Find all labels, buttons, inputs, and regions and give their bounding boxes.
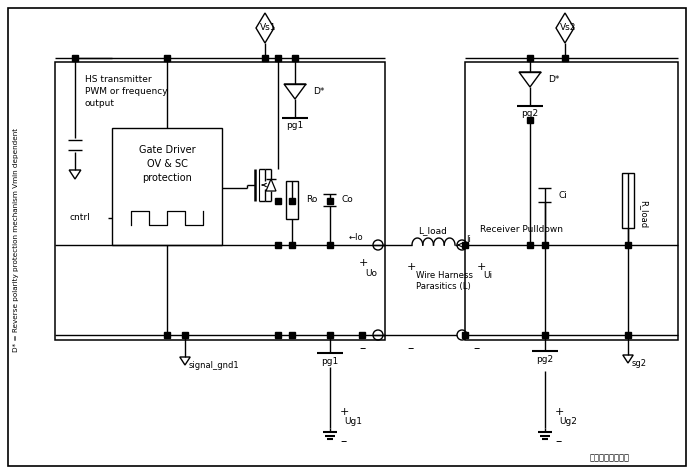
Text: 汽车电子硬件设计: 汽车电子硬件设计 bbox=[590, 454, 630, 463]
Text: ←Io: ←Io bbox=[348, 234, 364, 243]
Bar bbox=[622, 172, 634, 228]
Text: L_load: L_load bbox=[418, 227, 448, 236]
Text: pg2: pg2 bbox=[536, 354, 554, 363]
Text: Ii: Ii bbox=[466, 235, 471, 244]
Text: Ui: Ui bbox=[483, 270, 492, 279]
Text: Co: Co bbox=[342, 196, 354, 205]
Text: pg2: pg2 bbox=[521, 110, 539, 118]
Text: Ug2: Ug2 bbox=[559, 418, 577, 427]
Text: pg1: pg1 bbox=[321, 357, 339, 365]
Text: Gate Driver: Gate Driver bbox=[139, 145, 195, 155]
Bar bbox=[465, 62, 678, 340]
Text: +: + bbox=[358, 258, 368, 268]
Text: –: – bbox=[360, 342, 366, 355]
Bar bbox=[286, 181, 298, 219]
Text: sg2: sg2 bbox=[632, 359, 647, 368]
Text: pg1: pg1 bbox=[287, 122, 303, 131]
Text: –: – bbox=[407, 342, 413, 355]
Text: D* = Reverse polarity protection mechanism Vmin dependent: D* = Reverse polarity protection mechani… bbox=[13, 128, 19, 352]
Text: Ci: Ci bbox=[559, 190, 568, 200]
Text: –: – bbox=[340, 436, 346, 448]
Text: +: + bbox=[340, 407, 349, 417]
Text: Receiver Pulldown: Receiver Pulldown bbox=[480, 226, 563, 235]
Text: D*: D* bbox=[313, 87, 324, 96]
Text: Vs2: Vs2 bbox=[560, 23, 576, 32]
Text: HS transmitter: HS transmitter bbox=[85, 76, 151, 85]
Text: R_load: R_load bbox=[639, 200, 648, 228]
Text: protection: protection bbox=[142, 173, 192, 183]
Bar bbox=[112, 128, 222, 245]
Text: –: – bbox=[473, 342, 480, 355]
Text: D*: D* bbox=[548, 75, 559, 84]
Text: signal_gnd1: signal_gnd1 bbox=[189, 361, 239, 370]
Text: OV & SC: OV & SC bbox=[146, 159, 187, 169]
Bar bbox=[55, 62, 385, 340]
Text: cntrl: cntrl bbox=[69, 213, 90, 222]
Text: PWM or frequency: PWM or frequency bbox=[85, 87, 168, 96]
Text: Ro: Ro bbox=[306, 196, 317, 205]
Text: +: + bbox=[407, 262, 416, 272]
Text: Uo: Uo bbox=[365, 268, 377, 277]
Text: Vs1: Vs1 bbox=[260, 23, 276, 32]
Text: output: output bbox=[85, 99, 115, 108]
Text: –: – bbox=[555, 436, 561, 448]
Text: Ug1: Ug1 bbox=[344, 418, 362, 427]
Text: +: + bbox=[477, 262, 486, 272]
Text: Parasitics (L): Parasitics (L) bbox=[416, 283, 471, 292]
Text: Wire Harness: Wire Harness bbox=[416, 270, 473, 279]
Text: +: + bbox=[555, 407, 564, 417]
